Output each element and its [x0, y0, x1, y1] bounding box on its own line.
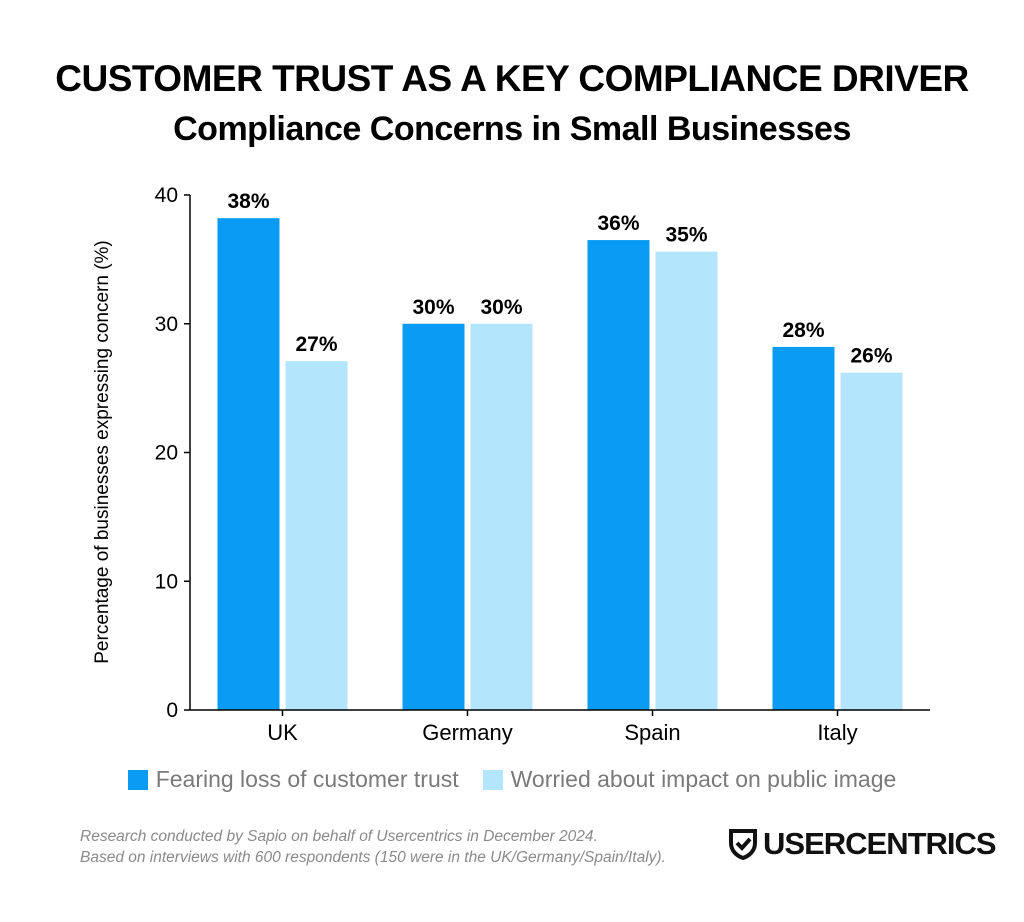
footnote-line-1: Research conducted by Sapio on behalf of…: [80, 828, 598, 845]
bar-uk-series-2: [285, 361, 348, 710]
legend-item-image: Worried about impact on public image: [482, 766, 897, 793]
brand-logo: USERCENTRICS: [729, 826, 997, 862]
chart-subtitle: Compliance Concerns in Small Businesses: [173, 110, 851, 148]
x-tick-label: Germany: [422, 720, 512, 745]
x-tick-label: Italy: [817, 720, 857, 745]
legend-label-trust: Fearing loss of customer trust: [155, 766, 459, 792]
data-label: 35%: [665, 224, 707, 247]
data-label: 30%: [480, 296, 522, 319]
legend-item-trust: Fearing loss of customer trust: [127, 766, 459, 793]
legend-swatch-trust: [127, 769, 148, 790]
legend: Fearing loss of customer trust Worried a…: [0, 766, 1024, 793]
brand-name: USERCENTRICS: [763, 826, 997, 861]
bar-italy-series-2: [840, 372, 903, 710]
legend-label-image: Worried about impact on public image: [510, 766, 897, 792]
y-tick-label: 0: [166, 699, 178, 722]
y-axis-label: Percentage of businesses expressing conc…: [92, 240, 113, 664]
x-tick-labels: UK Germany Spain Italy: [267, 710, 858, 745]
data-label: 26%: [850, 345, 892, 368]
bar-italy-series-1: [772, 346, 835, 710]
data-label: 38%: [227, 190, 269, 213]
data-label: 30%: [412, 296, 454, 319]
bars-layer: 38% 27% 30% 30% 36% 35% 28% 26%: [217, 190, 903, 711]
bar-uk-series-1: [217, 218, 280, 711]
x-tick-label: Spain: [624, 720, 680, 745]
bar-germany-series-2: [470, 323, 533, 710]
legend-swatch-image: [482, 769, 503, 790]
data-label: 36%: [597, 212, 639, 235]
bar-chart: 38% 27% 30% 30% 36% 35% 28% 26% 0 10 20 30 40 UK Ger…: [92, 184, 930, 745]
x-tick-label: UK: [267, 720, 298, 745]
bar-germany-series-1: [402, 323, 465, 710]
footnote-line-2: Based on interviews with 600 respondents…: [80, 849, 666, 866]
data-label: 27%: [295, 333, 337, 356]
y-tick-label: 10: [155, 570, 178, 593]
shield-check-icon: [729, 829, 757, 860]
data-label: 28%: [782, 319, 824, 342]
y-tick-label: 30: [155, 313, 178, 336]
y-tick-label: 40: [155, 184, 178, 207]
y-tick-label: 20: [155, 442, 178, 465]
bar-spain-series-1: [587, 240, 650, 710]
chart-title: CUSTOMER TRUST AS A KEY COMPLIANCE DRIVE…: [55, 58, 969, 99]
bar-spain-series-2: [655, 251, 718, 710]
y-ticks: 0 10 20 30 40: [155, 184, 190, 722]
footnote: Research conducted by Sapio on behalf of…: [80, 826, 666, 868]
